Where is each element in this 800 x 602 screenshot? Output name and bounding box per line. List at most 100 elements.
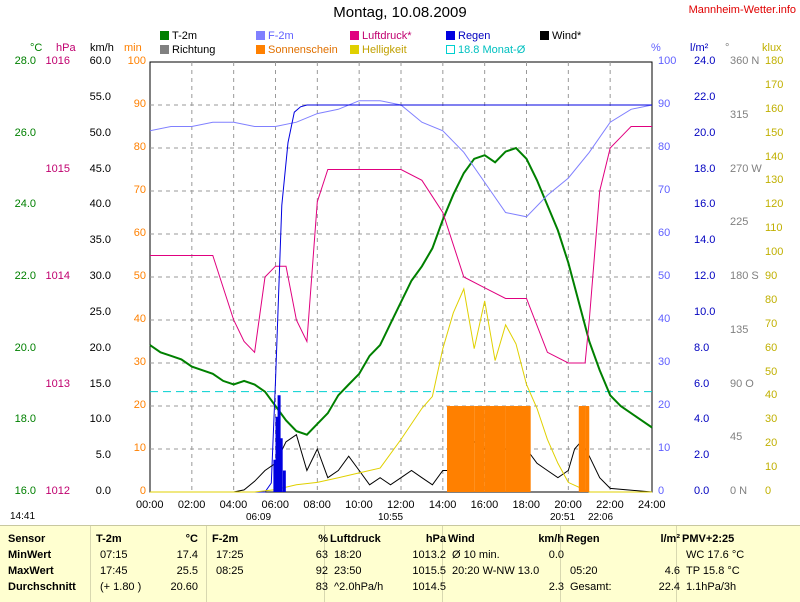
sun-bar-10 xyxy=(585,406,590,492)
legend-item-8: Wind* xyxy=(540,30,581,42)
rain-tick-6: 12.0 xyxy=(694,270,716,282)
rain-bar-1 xyxy=(275,416,279,492)
rain-tick-2: 20.0 xyxy=(694,126,716,139)
cell-1-0-b: 25.5 xyxy=(176,565,198,577)
header-unit-3: hPa xyxy=(425,533,446,545)
cell-2-0-b: 20.60 xyxy=(170,581,198,593)
legend-item-3: Sonnenschein xyxy=(256,44,338,56)
unit-hum: % xyxy=(651,42,661,54)
wind-tick-1: 55.0 xyxy=(89,90,111,103)
marker-end: 22:06 xyxy=(588,512,614,523)
press-tick-2: 1014 xyxy=(45,270,70,282)
time-tick-1: 02:00 xyxy=(177,499,206,511)
row-label-2: Durchschnitt xyxy=(8,581,76,593)
rain-tick-1: 22.0 xyxy=(694,90,716,103)
rain-tick-3: 18.0 xyxy=(694,162,716,175)
dir-tick-1: 315 xyxy=(730,108,749,121)
press-tick-4: 1012 xyxy=(45,485,70,497)
stats-table: Sensor T-2m °C F-2m% Luftdruck hPa Wind km/h Reg… xyxy=(0,525,800,602)
cell-1-3-a: 20:20 W-NW 13.0 xyxy=(452,565,540,577)
time-tick-10: 20:00 xyxy=(554,499,582,511)
legend-item-2: F-2m xyxy=(256,30,294,42)
klux-tick-7: 110 xyxy=(765,222,783,235)
cell-0-1-a: 17:25 xyxy=(216,549,244,561)
wind-tick-10: 10.0 xyxy=(89,413,111,426)
press-tick-0: 1016 xyxy=(45,55,70,67)
min-tick-6: 40 xyxy=(133,313,146,325)
dir-tick-7: 45 xyxy=(730,431,743,444)
rain-bar-4 xyxy=(282,470,286,492)
cell-0-3-a: Ø 10 min. xyxy=(452,549,500,561)
cell-0-0-a: 07:15 xyxy=(100,549,128,561)
min-tick-4: 60 xyxy=(133,227,146,239)
time-tick-8: 16:00 xyxy=(470,499,499,511)
rain-bar-2 xyxy=(277,395,281,492)
min-tick-2: 80 xyxy=(133,141,146,153)
hum-tick-10: 0 xyxy=(658,485,665,497)
hum-tick-4: 60 xyxy=(658,227,671,239)
klux-tick-8: 100 xyxy=(765,246,784,259)
row-label-1: MaxWert xyxy=(8,565,54,577)
min-tick-3: 70 xyxy=(133,184,146,196)
klux-tick-14: 40 xyxy=(765,389,778,402)
cell-1-4-a: 05:20 xyxy=(570,565,598,577)
temp-tick-3: 22.0 xyxy=(14,270,36,282)
temp-tick-4: 20.0 xyxy=(14,341,36,354)
hum-tick-6: 40 xyxy=(658,313,671,325)
unit-temp: °C xyxy=(30,42,43,54)
sun-bar-6 xyxy=(526,406,531,492)
wind-tick-3: 45.0 xyxy=(89,162,111,175)
hum-tick-3: 70 xyxy=(658,184,671,196)
klux-tick-2: 160 xyxy=(765,102,784,115)
cell-2-4-b: 22.4 xyxy=(658,581,680,593)
wind-tick-7: 25.0 xyxy=(89,305,111,318)
cell-1-5-a: TP 15.8 °C xyxy=(686,565,740,577)
marker-sunrise: 06:09 xyxy=(246,512,272,523)
dir-tick-6: 90 O xyxy=(730,377,754,390)
row-label-0: MinWert xyxy=(8,549,52,561)
wind-tick-11: 5.0 xyxy=(95,449,111,462)
unit-press: hPa xyxy=(56,42,76,54)
temp-tick-1: 26.0 xyxy=(14,126,36,139)
wind-tick-6: 30.0 xyxy=(89,270,111,282)
series-helligkeit xyxy=(150,287,652,493)
hum-tick-2: 80 xyxy=(658,141,671,153)
wind-tick-0: 60.0 xyxy=(89,55,111,67)
dir-tick-8: 0 N xyxy=(730,485,748,497)
header-1: T-2m xyxy=(96,533,122,545)
dir-tick-2: 270 W xyxy=(730,162,762,175)
sun-bar-2 xyxy=(447,406,475,492)
sun-bar-4 xyxy=(484,406,506,492)
klux-tick-1: 170 xyxy=(765,78,784,91)
min-tick-0: 100 xyxy=(127,55,146,67)
dir-tick-5: 135 xyxy=(730,323,749,336)
hum-tick-7: 30 xyxy=(658,356,671,368)
header-4: Wind xyxy=(448,533,475,545)
min-tick-10: 0 xyxy=(139,485,146,497)
legend-item-4: Luftdruck* xyxy=(350,30,412,42)
cell-2-5-a: 1.1hPa/3h xyxy=(686,581,737,593)
cell-2-2-b: 1014.5 xyxy=(412,581,446,593)
rain-tick-8: 8.0 xyxy=(694,341,710,354)
temp-tick-6: 16.0 xyxy=(14,485,36,497)
rain-tick-9: 6.0 xyxy=(694,377,710,390)
time-tick-6: 12:00 xyxy=(387,499,415,511)
klux-tick-17: 10 xyxy=(765,461,778,474)
header-3: Luftdruck xyxy=(330,533,381,545)
hum-tick-9: 10 xyxy=(658,442,671,454)
marker-noon: 10:55 xyxy=(378,512,404,523)
sun-bar-9 xyxy=(578,406,586,492)
cell-1-0-a: 17:45 xyxy=(100,565,128,577)
header-6: PMV+2:25 xyxy=(682,533,735,545)
unit-wind: km/h xyxy=(90,42,114,54)
cell-0-2-a: 18:20 xyxy=(334,549,362,561)
klux-tick-10: 80 xyxy=(765,293,778,306)
cell-0-2-b: 1013.2 xyxy=(412,549,446,561)
site-link[interactable]: Mannheim-Wetter.info xyxy=(688,4,796,16)
cell-0-5-a: WC 17.6 °C xyxy=(686,549,745,561)
rain-tick-4: 16.0 xyxy=(694,198,716,211)
min-tick-7: 30 xyxy=(133,356,146,368)
legend-item-5: Helligkeit xyxy=(350,44,407,56)
header-0: Sensor xyxy=(8,533,46,545)
min-tick-9: 10 xyxy=(133,442,146,454)
